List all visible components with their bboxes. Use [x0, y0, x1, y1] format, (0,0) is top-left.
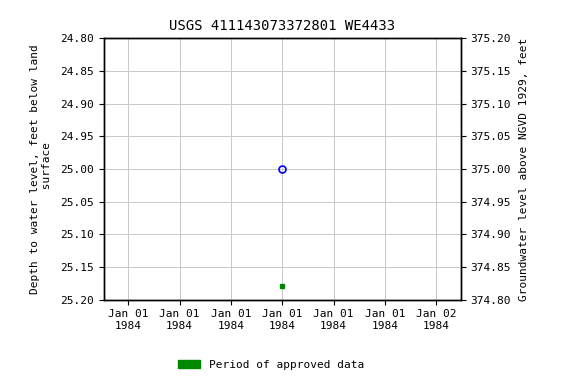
Y-axis label: Depth to water level, feet below land
 surface: Depth to water level, feet below land su… [31, 44, 52, 294]
Y-axis label: Groundwater level above NGVD 1929, feet: Groundwater level above NGVD 1929, feet [520, 37, 529, 301]
Title: USGS 411143073372801 WE4433: USGS 411143073372801 WE4433 [169, 19, 395, 33]
Legend: Period of approved data: Period of approved data [173, 356, 368, 375]
